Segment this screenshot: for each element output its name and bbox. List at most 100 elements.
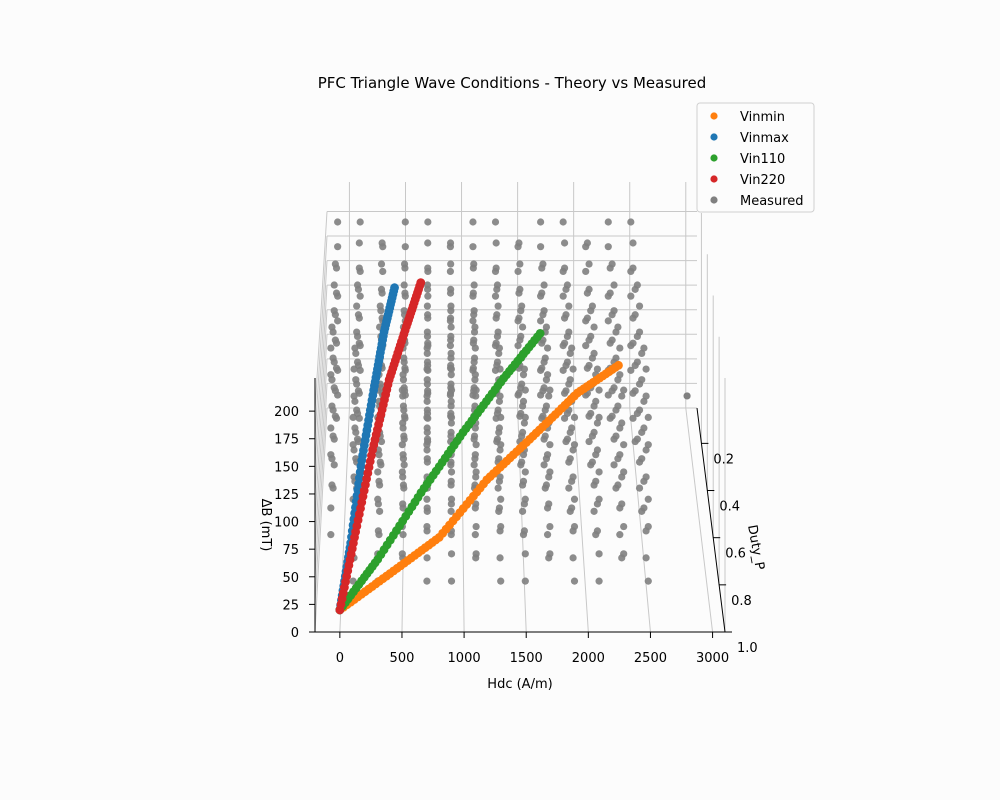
measured-point	[627, 218, 635, 226]
measured-point	[633, 435, 641, 443]
legend-frame	[696, 102, 815, 213]
measured-point	[541, 354, 549, 362]
plot-area	[327, 218, 691, 615]
measured-point	[349, 413, 357, 422]
measured-point	[377, 437, 386, 446]
measured-point	[616, 344, 624, 352]
measured-point	[447, 260, 455, 268]
measured-point	[568, 424, 576, 432]
measured-point	[543, 371, 552, 379]
measured-point	[399, 402, 408, 410]
z-axis-label: ΔB (mT)	[258, 499, 273, 552]
measured-point	[447, 413, 456, 422]
measured-point	[520, 419, 529, 427]
measured-point	[518, 380, 526, 388]
measured-point	[377, 260, 386, 268]
measured-point	[327, 371, 335, 379]
measured-point	[585, 260, 593, 268]
series-point-vinmax	[390, 283, 399, 293]
measured-point	[590, 507, 598, 515]
measured-point	[327, 451, 335, 459]
measured-point	[423, 435, 432, 443]
measured-point	[327, 531, 335, 539]
measured-point	[496, 392, 504, 400]
measured-point	[631, 311, 639, 319]
measured-point	[447, 495, 456, 503]
measured-point	[423, 413, 431, 422]
measured-point	[423, 376, 431, 384]
measured-point	[495, 424, 504, 432]
measured-point	[569, 365, 577, 373]
measured-point	[469, 243, 477, 251]
measured-point	[595, 386, 603, 394]
measured-point	[518, 458, 526, 466]
measured-point	[521, 413, 529, 422]
measured-point	[328, 402, 336, 410]
measured-point	[590, 323, 598, 331]
measured-point	[399, 451, 407, 459]
measured-point	[423, 349, 431, 357]
measured-point	[568, 504, 576, 512]
measured-point	[471, 323, 479, 331]
measured-point	[356, 292, 364, 300]
measured-point	[582, 342, 590, 350]
measured-point	[334, 317, 342, 325]
measured-point	[400, 461, 408, 469]
measured-point	[514, 267, 522, 276]
measured-point	[423, 577, 431, 585]
measured-point	[496, 473, 504, 481]
legend-marker	[710, 133, 718, 141]
z-tick-label: 50	[282, 571, 299, 586]
measured-point	[469, 364, 477, 372]
measured-point	[423, 441, 431, 449]
measured-point	[494, 484, 502, 492]
measured-point	[494, 302, 502, 310]
measured-point	[447, 468, 456, 476]
measured-point	[608, 336, 616, 344]
measured-point	[400, 354, 408, 362]
measured-point	[519, 371, 528, 379]
measured-point	[593, 419, 602, 427]
measured-point	[400, 281, 408, 289]
measured-point	[610, 307, 618, 315]
measured-point	[399, 481, 408, 489]
measured-point	[614, 481, 622, 489]
grid-line-side	[314, 211, 328, 412]
measured-point	[471, 371, 479, 379]
measured-point	[618, 419, 626, 427]
measured-point	[518, 428, 527, 436]
measured-point	[472, 522, 480, 531]
measured-point	[356, 218, 364, 226]
measured-point	[399, 531, 407, 539]
measured-point	[518, 302, 526, 310]
measured-point	[447, 428, 455, 436]
measured-point	[540, 461, 548, 469]
measured-point	[582, 267, 590, 276]
y-tick-label: 0.2	[713, 452, 734, 467]
measured-point	[351, 424, 359, 432]
measured-point	[330, 307, 338, 315]
measured-point	[398, 468, 406, 476]
measured-point	[543, 344, 552, 352]
measured-point	[570, 522, 579, 531]
measured-point	[631, 387, 639, 395]
measured-point	[423, 392, 431, 400]
z-tick-label: 75	[282, 543, 299, 558]
measured-point	[559, 292, 567, 300]
measured-point	[447, 577, 456, 585]
measured-point	[644, 495, 652, 503]
measured-point	[492, 264, 500, 272]
measured-point	[620, 468, 628, 476]
measured-point	[355, 264, 363, 272]
measured-point	[423, 504, 431, 512]
measured-point	[447, 323, 455, 331]
measured-point	[400, 260, 409, 268]
measured-point	[377, 285, 386, 293]
grid-line-floor	[685, 407, 714, 633]
measured-point	[520, 527, 529, 535]
measured-point	[470, 260, 478, 268]
measured-point	[423, 522, 431, 531]
measured-point	[424, 387, 432, 395]
measured-point	[588, 458, 597, 466]
measured-point	[497, 495, 505, 503]
